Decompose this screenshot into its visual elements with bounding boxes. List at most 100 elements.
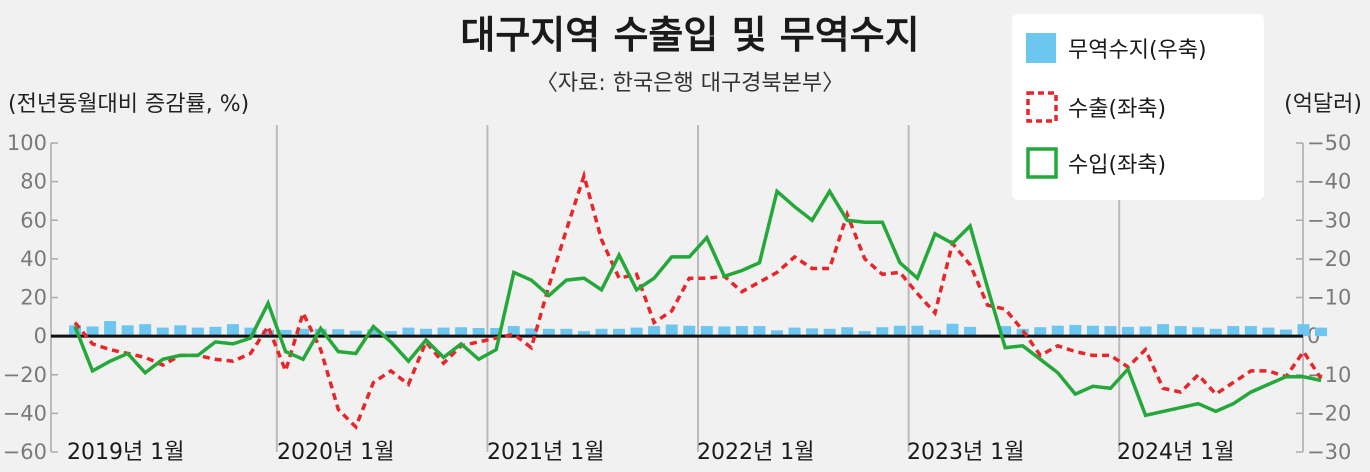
left-tick-label: 0 (34, 324, 47, 348)
balance-bar (402, 327, 415, 337)
right-tick-label: −20 (1307, 401, 1351, 425)
balance-bar (630, 327, 643, 337)
balance-bar (806, 328, 819, 337)
balance-bar (174, 325, 187, 337)
balance-bar (1315, 327, 1328, 337)
year-label: 2021년 1월 (487, 440, 604, 465)
balance-bar (1139, 326, 1152, 337)
balance-bar (455, 327, 468, 337)
balance-bar (384, 331, 397, 337)
balance-bar (841, 327, 854, 337)
balance-bar (648, 326, 661, 337)
balance-bar (542, 328, 555, 337)
balance-bar (1244, 326, 1257, 337)
legend-label-balance: 무역수지(우축) (1068, 38, 1207, 63)
balance-bar (1157, 324, 1170, 337)
legend-box (1012, 14, 1264, 200)
balance-bar (525, 328, 538, 337)
balance-bar (665, 324, 678, 337)
balance-bar (86, 326, 99, 337)
year-labels: 2019년 1월 2020년 1월 2021년 1월 2022년 1월 2023년 1월… (67, 440, 1234, 465)
balance-bar (1069, 324, 1082, 337)
balance-bar (911, 325, 924, 337)
trade-balance-bars (69, 321, 1328, 337)
legend-label-import: 수입(좌축) (1068, 153, 1166, 178)
balance-bar (121, 325, 134, 337)
balance-bar (437, 327, 450, 337)
balance-bar (349, 330, 362, 337)
right-tick-label: −30 (1307, 208, 1351, 232)
left-tick-label: −60 (3, 440, 47, 464)
year-label: 2020년 1월 (277, 440, 394, 465)
balance-bar (1034, 327, 1047, 337)
balance-bar (560, 328, 573, 337)
balance-bar (876, 327, 889, 337)
balance-bar (577, 331, 590, 337)
chart-subtitle: 〈자료: 한국은행 대구경북본부〉 (536, 71, 844, 96)
balance-bar (262, 329, 275, 337)
balance-bar (1279, 329, 1292, 337)
balance-bar (156, 327, 169, 337)
balance-bar (490, 328, 503, 337)
balance-bar (1174, 326, 1187, 337)
balance-bar (314, 328, 327, 337)
balance-bar (332, 329, 345, 337)
balance-bar (735, 326, 748, 337)
balance-bar (928, 329, 941, 337)
balance-bar (771, 330, 783, 337)
legend-label-export: 수출(좌축) (1068, 97, 1166, 122)
balance-bar (683, 325, 696, 337)
balance-bar (367, 329, 380, 337)
right-tick-label: −30 (1307, 440, 1351, 464)
balance-bar (226, 324, 239, 337)
left-tick-label: −20 (3, 363, 47, 387)
right-tick-label: −40 (1307, 170, 1351, 194)
balance-bar (788, 327, 801, 337)
legend-swatch-import (1026, 147, 1058, 179)
balance-bar (595, 328, 608, 337)
right-tick-label: −20 (1307, 247, 1351, 271)
year-dividers (275, 125, 1121, 452)
balance-bar (1227, 326, 1240, 337)
balance-bar (1104, 326, 1117, 337)
balance-bar (420, 328, 432, 337)
chart-title: 대구지역 수출입 및 무역수지 (460, 13, 919, 57)
left-tick-label: −40 (3, 401, 47, 425)
year-label: 2024년 1월 (1117, 440, 1234, 465)
balance-bar (104, 321, 117, 337)
right-axis-ticks: −50−40−30−20−100−10−20−30 (1296, 131, 1351, 464)
balance-bar (858, 331, 871, 337)
year-label: 2023년 1월 (907, 440, 1024, 465)
legend-swatch-balance (1026, 33, 1056, 63)
balance-bar (1297, 324, 1310, 337)
left-tick-label: 60 (20, 208, 47, 232)
balance-bar (297, 328, 310, 337)
balance-bar (244, 327, 257, 337)
balance-bar (946, 323, 959, 337)
balance-bar (139, 324, 152, 337)
left-tick-label: 80 (20, 170, 47, 194)
left-axis-unit: (전년동월대비 증감률, %) (8, 92, 249, 117)
balance-bar (893, 325, 906, 337)
balance-bar (472, 328, 485, 337)
balance-bar (823, 328, 836, 337)
balance-bar (1262, 327, 1275, 337)
balance-bar (1086, 325, 1099, 337)
left-tick-label: 40 (20, 247, 47, 271)
left-tick-label: 100 (7, 131, 47, 155)
balance-bar (613, 328, 626, 337)
balance-bar (1051, 325, 1064, 337)
export-series-line (73, 169, 1323, 431)
balance-bar (191, 327, 204, 337)
legend: 무역수지(우축) 수출(좌축) 수입(좌축) (1012, 14, 1264, 200)
year-label: 2019년 1월 (67, 440, 184, 465)
year-label: 2022년 1월 (697, 440, 814, 465)
balance-bar (209, 326, 222, 337)
balance-bar (753, 326, 766, 337)
left-axis-ticks: 100 80 60 40 20 0 −20 −40 −60 (3, 131, 58, 464)
balance-bar (718, 326, 731, 337)
balance-bar (964, 326, 977, 337)
balance-bar (1122, 326, 1134, 337)
balance-bar (1209, 328, 1222, 337)
